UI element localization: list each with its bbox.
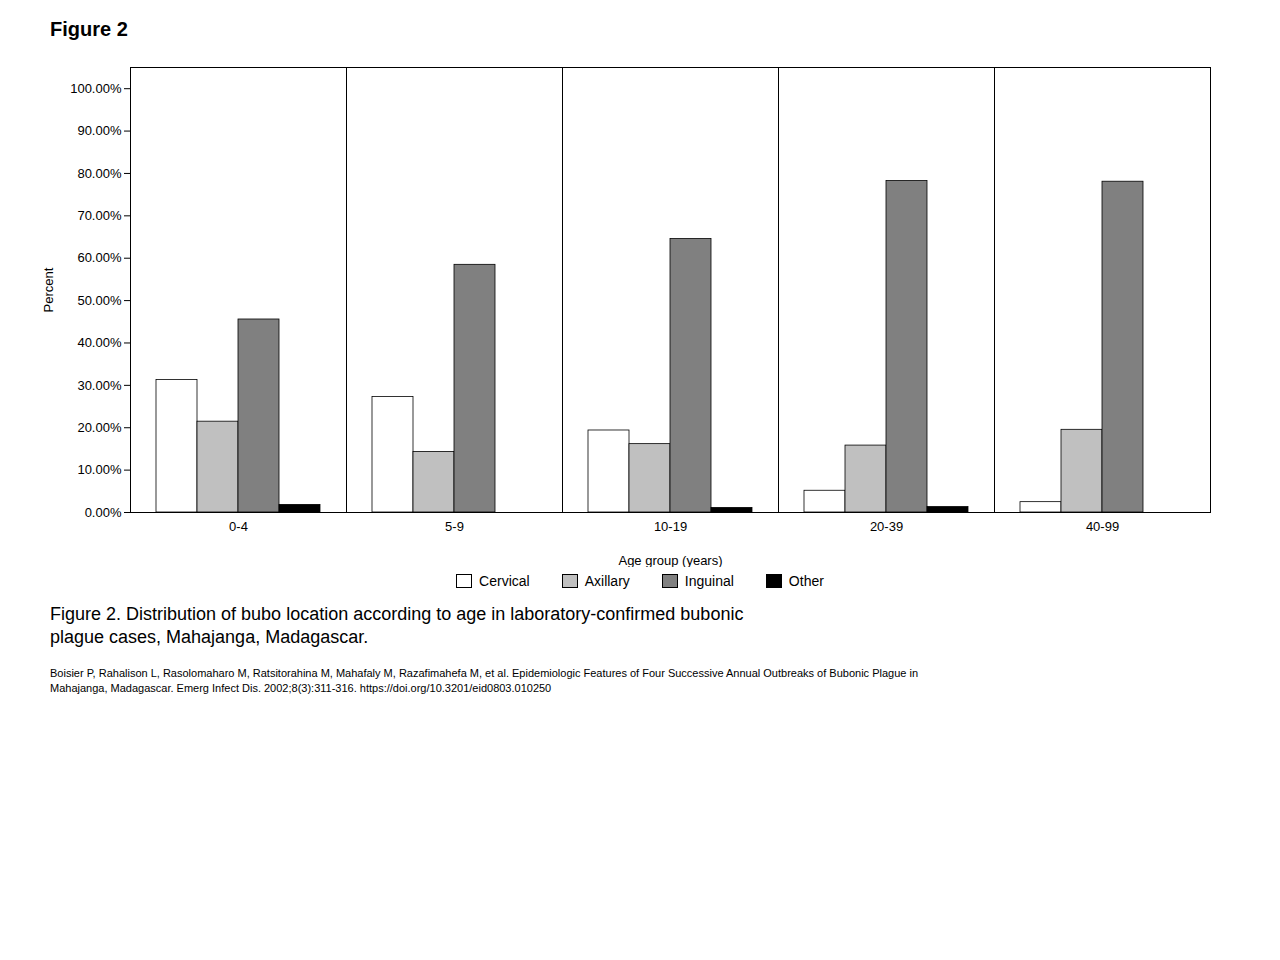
svg-text:10-19: 10-19 [654,519,687,534]
html-text:Axillary: Axillary [584,573,630,589]
svg-text:Percent: Percent [41,267,56,312]
svg-text:5-9: 5-9 [445,519,464,534]
svg-text:50.00%: 50.00% [77,293,122,308]
html-text:Figure 2: Figure 2 [50,18,128,40]
svg-text:Age group (years): Age group (years) [618,553,722,568]
html-text:Cervical: Cervical [479,573,530,589]
svg-text:20-39: 20-39 [870,519,903,534]
svg-text:30.00%: 30.00% [77,378,122,393]
svg-text:0-4: 0-4 [229,519,248,534]
html-text:Inguinal: Inguinal [684,573,734,589]
html-text:Boisier P, Rahalison L, Rasolo: Boisier P, Rahalison L, Rasolomaharo M, … [50,666,918,694]
svg-text:10.00%: 10.00% [77,462,122,477]
html-text:Figure 2. Distribution of bubo: Figure 2. Distribution of bubo location … [50,604,744,648]
svg-text:60.00%: 60.00% [77,250,122,265]
svg-text:70.00%: 70.00% [77,208,122,223]
svg-text:90.00%: 90.00% [77,123,122,138]
svg-text:100.00%: 100.00% [70,81,122,96]
svg-text:20.00%: 20.00% [77,420,122,435]
svg-text:40-99: 40-99 [1086,519,1119,534]
svg-text:80.00%: 80.00% [77,166,122,181]
svg-text:40.00%: 40.00% [77,335,122,350]
svg-text:0.00%: 0.00% [85,505,122,520]
html-text:Other: Other [788,573,824,589]
